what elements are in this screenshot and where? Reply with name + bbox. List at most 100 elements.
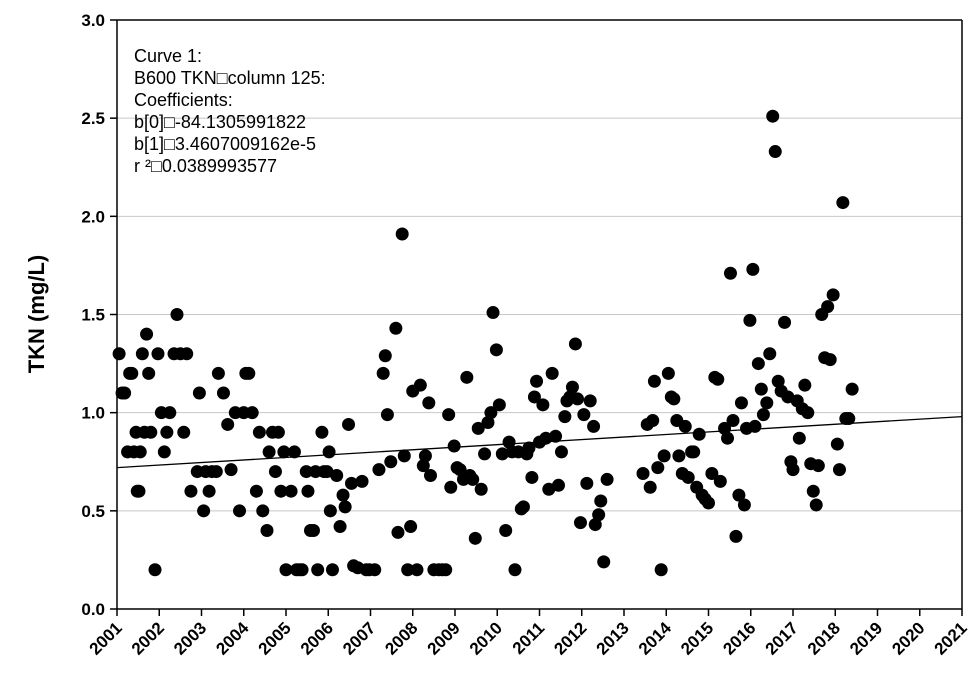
y-tick-label: 3.0 — [81, 11, 105, 30]
data-point — [568, 337, 582, 351]
data-point — [798, 378, 812, 392]
regression-annotation: Curve 1:B600 TKN□column 125:Coefficients… — [134, 46, 326, 176]
data-point — [330, 468, 344, 482]
data-point — [271, 425, 285, 439]
data-point — [447, 439, 461, 453]
data-point — [311, 563, 325, 577]
data-point — [142, 366, 156, 380]
data-point — [657, 449, 671, 463]
data-point — [486, 306, 500, 320]
data-point — [325, 563, 339, 577]
data-point — [245, 406, 259, 420]
data-point — [148, 563, 162, 577]
data-point — [389, 321, 403, 335]
data-point — [580, 476, 594, 490]
x-tick-label: 2015 — [677, 618, 717, 658]
data-point — [338, 500, 352, 514]
data-point — [466, 472, 480, 486]
data-point — [661, 366, 675, 380]
data-point — [554, 445, 568, 459]
data-point — [687, 445, 701, 459]
data-point — [732, 488, 746, 502]
data-point — [636, 467, 650, 481]
x-tick-label: 2013 — [593, 618, 633, 658]
x-tick-label: 2011 — [509, 618, 549, 658]
data-point — [180, 347, 194, 361]
data-point — [721, 431, 735, 445]
data-point — [672, 449, 686, 463]
data-point — [413, 378, 427, 392]
y-tick-labels: 0.0 0.5 1.0 1.5 2.0 2.5 3.0 — [81, 11, 105, 619]
x-tick-label: 2010 — [466, 618, 506, 658]
data-point — [651, 461, 665, 475]
x-tick-labels: 2001 2002 2003 2004 2005 2006 2007 2008 2009 2010… — [86, 618, 971, 659]
data-point — [713, 474, 727, 488]
data-point — [418, 449, 432, 463]
data-point — [539, 431, 553, 445]
data-point — [423, 468, 437, 482]
data-points — [112, 109, 859, 577]
annotation-line: B600 TKN□column 125: — [134, 68, 326, 88]
data-point — [256, 504, 270, 518]
data-point — [216, 386, 230, 400]
data-point — [552, 478, 566, 492]
x-tick-label: 2012 — [550, 618, 590, 658]
data-point — [410, 563, 424, 577]
data-point — [826, 288, 840, 302]
data-point — [743, 313, 757, 327]
data-point — [404, 520, 418, 534]
data-point — [344, 476, 358, 490]
data-point — [380, 408, 394, 422]
data-point — [211, 366, 225, 380]
annotation-line: Curve 1: — [134, 46, 202, 66]
data-point — [751, 357, 765, 371]
data-point — [478, 447, 492, 461]
data-point — [481, 415, 495, 429]
data-point — [384, 455, 398, 469]
data-point — [522, 441, 536, 455]
data-point — [268, 465, 282, 479]
data-point — [144, 425, 158, 439]
x-tick-label: 2019 — [846, 618, 886, 658]
data-point — [771, 374, 785, 388]
data-point — [287, 445, 301, 459]
data-point — [224, 463, 238, 477]
data-point — [315, 425, 329, 439]
data-point — [597, 555, 611, 569]
data-point — [376, 366, 390, 380]
data-point — [760, 396, 774, 410]
data-point — [453, 463, 467, 477]
data-point — [118, 386, 132, 400]
data-point — [262, 445, 276, 459]
x-tick-label: 2018 — [804, 618, 844, 658]
y-tick-label: 1.5 — [81, 306, 105, 325]
data-point — [587, 419, 601, 433]
annotation-line: Coefficients: — [134, 90, 233, 110]
axes — [110, 19, 963, 616]
data-point — [135, 347, 149, 361]
data-point — [778, 315, 792, 329]
x-tick-label: 2009 — [424, 618, 464, 658]
data-point — [221, 417, 235, 431]
data-point — [592, 508, 606, 522]
x-tick-label: 2021 — [931, 618, 971, 658]
data-point — [667, 392, 681, 406]
data-point — [723, 266, 737, 280]
data-point — [583, 394, 597, 408]
data-point — [151, 347, 165, 361]
data-point — [809, 498, 823, 512]
data-point — [439, 563, 453, 577]
data-point — [133, 445, 147, 459]
data-point — [726, 414, 740, 428]
data-point — [545, 366, 559, 380]
data-point — [489, 343, 503, 357]
data-point — [678, 419, 692, 433]
data-point — [157, 445, 171, 459]
x-tick-label: 2020 — [888, 618, 928, 658]
data-point — [588, 518, 602, 532]
data-point — [754, 382, 768, 396]
data-point — [299, 465, 313, 479]
data-point — [125, 366, 139, 380]
x-tick-label: 2014 — [635, 618, 676, 659]
